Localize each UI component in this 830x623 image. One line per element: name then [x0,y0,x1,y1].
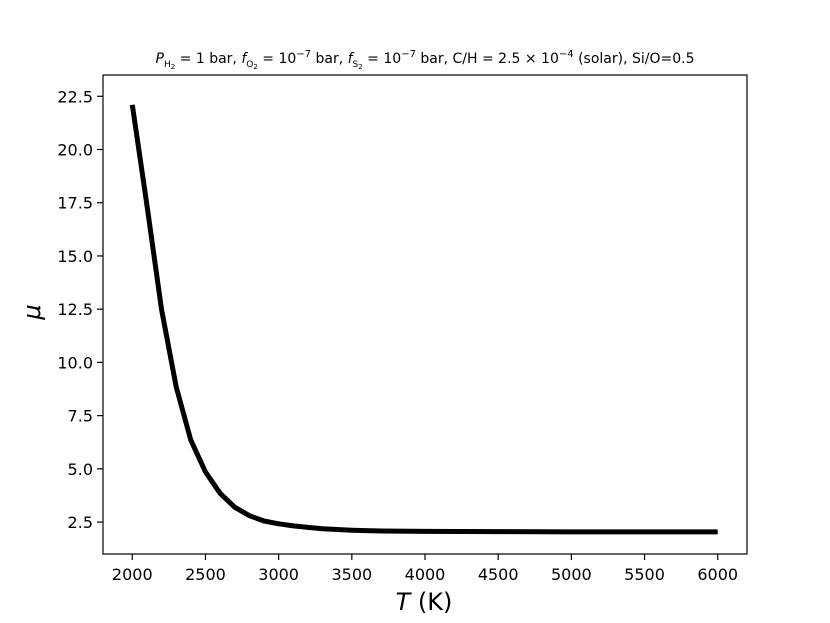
plot-area [103,75,747,554]
y-tick-label-5: 15.0 [57,247,93,266]
y-tick-label-3: 10.0 [57,353,93,372]
x-tick-label-6: 5000 [551,565,592,584]
series-line-0 [129,104,718,535]
y-tick-label-4: 12.5 [57,300,93,319]
y-tick-label-1: 5.0 [68,460,93,479]
x-tick-label-0: 2000 [112,565,153,584]
x-tick-label-5: 4500 [478,565,519,584]
x-tick-label-7: 5500 [624,565,665,584]
x-tick-label-3: 3500 [331,565,372,584]
x-tick-label-4: 4000 [405,565,446,584]
x-tick-label-1: 2500 [185,565,226,584]
plot-background [103,75,747,554]
x-tick-label-2: 3000 [258,565,299,584]
chart-title: PH2 = 1 bar, fO2 = 10−7 bar, fS2 = 10−7 … [156,49,695,71]
y-tick-label-2: 7.5 [68,407,93,426]
x-tick-label-8: 6000 [697,565,738,584]
y-axis-label: μ [18,304,46,320]
axes-layer: 2000 2500 3000 3500 4000 4500 5000 5500 6000 2.5 5… [57,74,748,584]
x-axis-label: T (K) [396,588,453,616]
series-layer [129,104,718,535]
y-tick-label-6: 17.5 [57,194,93,213]
y-tick-label-8: 22.5 [57,87,93,106]
y-tick-label-0: 2.5 [68,513,93,532]
y-tick-label-7: 20.0 [57,141,93,160]
